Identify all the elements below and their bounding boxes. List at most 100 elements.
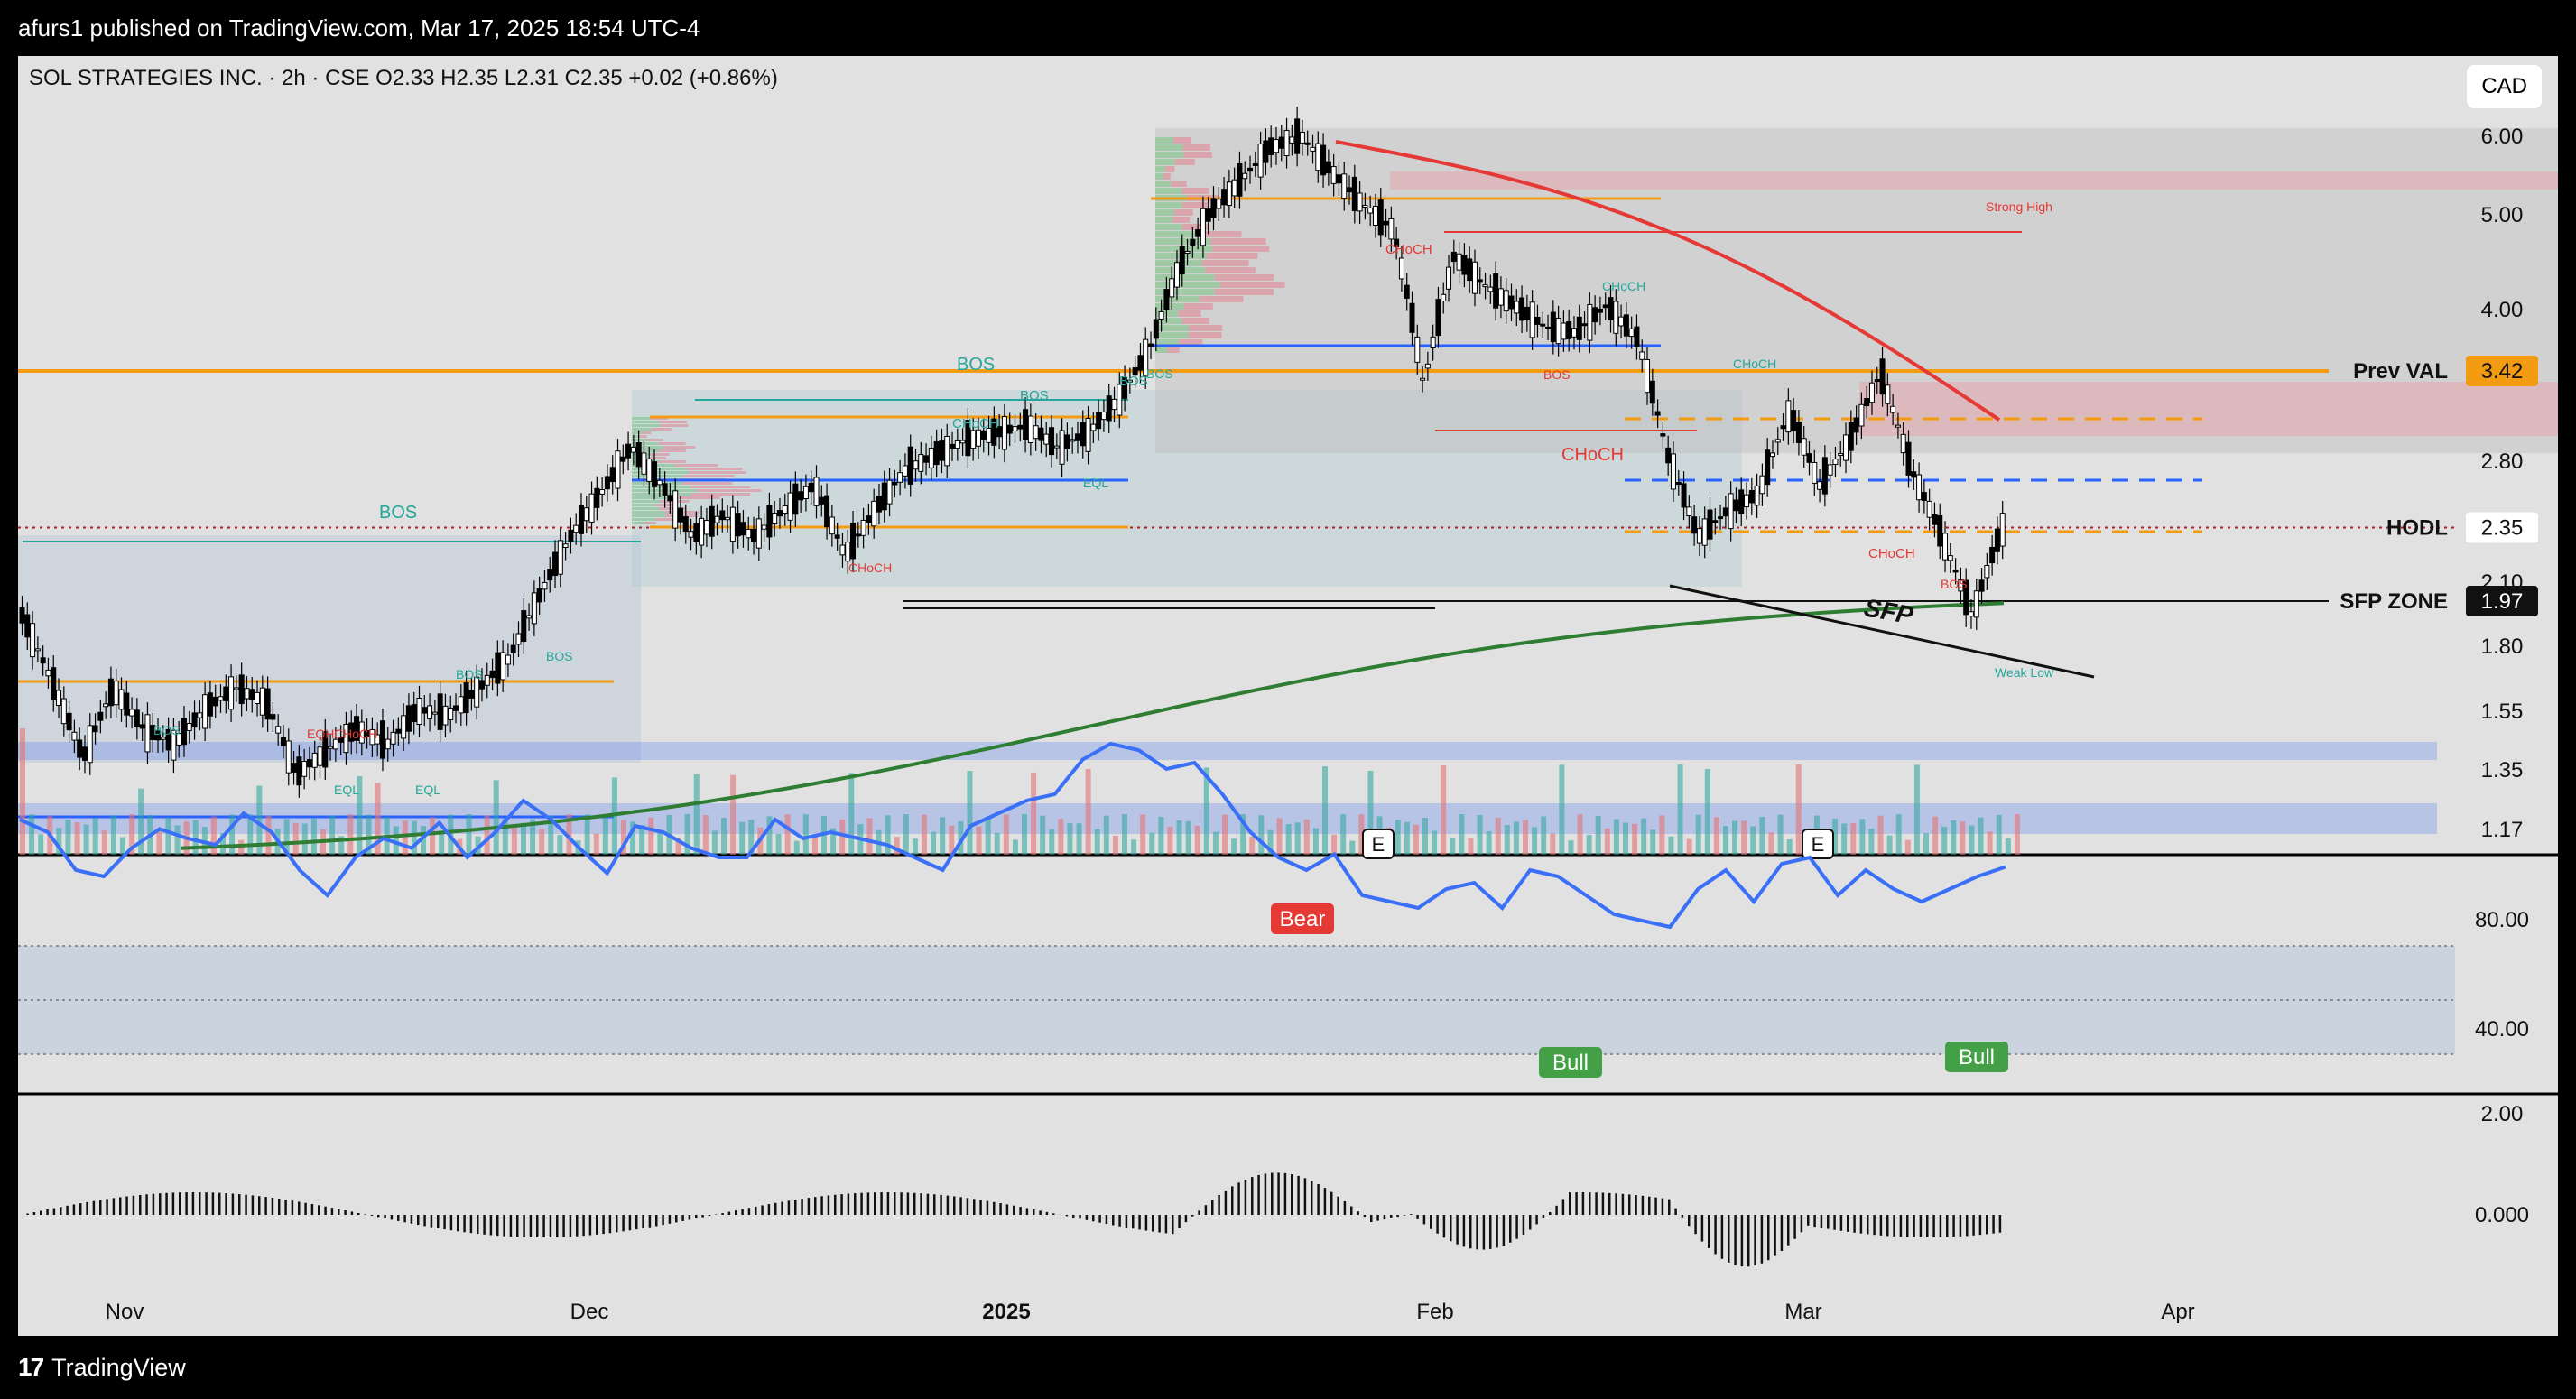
candle-body (1132, 367, 1138, 376)
candle-body (1299, 131, 1305, 144)
momentum-bar (1132, 1215, 1135, 1229)
candle-body (202, 694, 208, 729)
candle-body (437, 693, 443, 730)
volume-profile-bar (682, 475, 735, 477)
level-label: SFP ZONE (2340, 589, 2448, 614)
candle-body (1597, 308, 1603, 313)
candle-body (107, 678, 114, 707)
volume-profile-bar (632, 504, 655, 506)
volume-profile-bar (1155, 217, 1173, 223)
momentum-bar (820, 1196, 823, 1215)
volume-profile-bar (1164, 166, 1175, 172)
momentum-bar (1403, 1215, 1406, 1216)
volume-profile-bar (1199, 296, 1244, 302)
volume-bar (1759, 817, 1765, 855)
candle-body (652, 461, 658, 487)
volume-bar (1031, 772, 1037, 855)
momentum-bar (403, 1215, 406, 1223)
candle-body (1744, 494, 1750, 508)
volume-bar (292, 822, 299, 855)
volume-bar (338, 836, 345, 855)
volume-bar (138, 788, 144, 855)
volume-bar (1058, 819, 1064, 855)
tradingview-logo-icon[interactable]: 17 (18, 1353, 44, 1381)
candle-body (1320, 144, 1327, 176)
volume-bar (1768, 832, 1774, 855)
volume-bar (1550, 833, 1556, 855)
price-axis-tick: 2.10 (2481, 570, 2524, 595)
candle-body (699, 517, 705, 546)
structure-label: BOS (1146, 366, 1173, 381)
momentum-bar (880, 1192, 883, 1215)
candle-body (552, 551, 559, 577)
momentum-bar (1184, 1215, 1188, 1223)
candle-body (1398, 257, 1404, 280)
volume-bar (1923, 833, 1929, 855)
volume-bar (1459, 814, 1465, 855)
volume-bar (1312, 828, 1319, 855)
candle-body (1169, 278, 1175, 298)
volume-bar (621, 820, 626, 855)
volume-bar (693, 774, 700, 855)
candle-body (1795, 422, 1802, 443)
candle-body (1059, 430, 1065, 465)
volume-bar (329, 815, 336, 855)
candle-body (1122, 376, 1128, 399)
volume-profile-bar (1181, 224, 1209, 230)
level-label: Prev VAL (2353, 359, 2448, 384)
volume-bar (1122, 814, 1127, 855)
candle-body (1435, 299, 1441, 337)
candle-body (155, 729, 162, 741)
volume-profile-bar (632, 514, 665, 517)
momentum-bar (1198, 1210, 1200, 1215)
candle-body (1561, 322, 1567, 340)
momentum-bar (860, 1192, 863, 1215)
candle-body (526, 615, 533, 619)
momentum-bar (1595, 1192, 1598, 1215)
candle-body (1645, 358, 1651, 394)
candle-body (1006, 424, 1013, 434)
volume-bar (1841, 823, 1848, 855)
candle-body (442, 705, 449, 726)
momentum-bar (179, 1192, 181, 1215)
structure-label: BOS (1543, 367, 1571, 382)
candle-body (369, 728, 375, 746)
candle-body (808, 482, 814, 493)
volume-bar (1978, 817, 1984, 855)
volume-profile-bar (1171, 181, 1187, 187)
candle-body (1420, 377, 1426, 381)
candle-body (431, 711, 438, 715)
candle-body (1231, 179, 1237, 197)
volume-bar (1468, 838, 1474, 855)
candle-body (244, 688, 250, 700)
momentum-bar (310, 1203, 314, 1215)
currency-button[interactable]: CAD (2467, 65, 2542, 108)
volume-bar (375, 783, 381, 855)
volume-profile-bar (1205, 267, 1256, 273)
candle-body (60, 698, 67, 725)
footer-brand[interactable]: TradingView (51, 1353, 186, 1381)
momentum-bar (278, 1199, 281, 1215)
candle-body (1446, 266, 1452, 290)
momentum-bar (1237, 1182, 1240, 1215)
momentum-bar (549, 1215, 552, 1237)
candle-body (375, 734, 381, 745)
momentum-bar (298, 1201, 301, 1215)
momentum-bar (1926, 1215, 1929, 1237)
volume-bar (912, 838, 918, 855)
price-axis-tick: 1.35 (2481, 758, 2524, 783)
momentum-bar (668, 1215, 672, 1224)
momentum-bar (79, 1203, 82, 1215)
volume-profile-bar (1183, 303, 1213, 310)
momentum-bar (735, 1210, 737, 1215)
legend-part: C (565, 66, 580, 90)
momentum-bar (1105, 1215, 1108, 1225)
volume-bar (1067, 823, 1073, 855)
momentum-axis-tick: 0.000 (2475, 1203, 2529, 1228)
candle-body (296, 756, 302, 786)
candle-body (1461, 255, 1468, 275)
chart-svg[interactable]: BOSBOSBOSBOSBOSBOSBOSBOSBOSBOSCHoCHCHoCH… (18, 56, 2558, 1336)
momentum-bar (1125, 1215, 1128, 1228)
momentum-bar (152, 1193, 155, 1215)
chart-panel[interactable]: BOS BOS BOS BOS BOS BOS BOS BOS BOS BOS CHoCH CHoCH… (18, 56, 2558, 1336)
